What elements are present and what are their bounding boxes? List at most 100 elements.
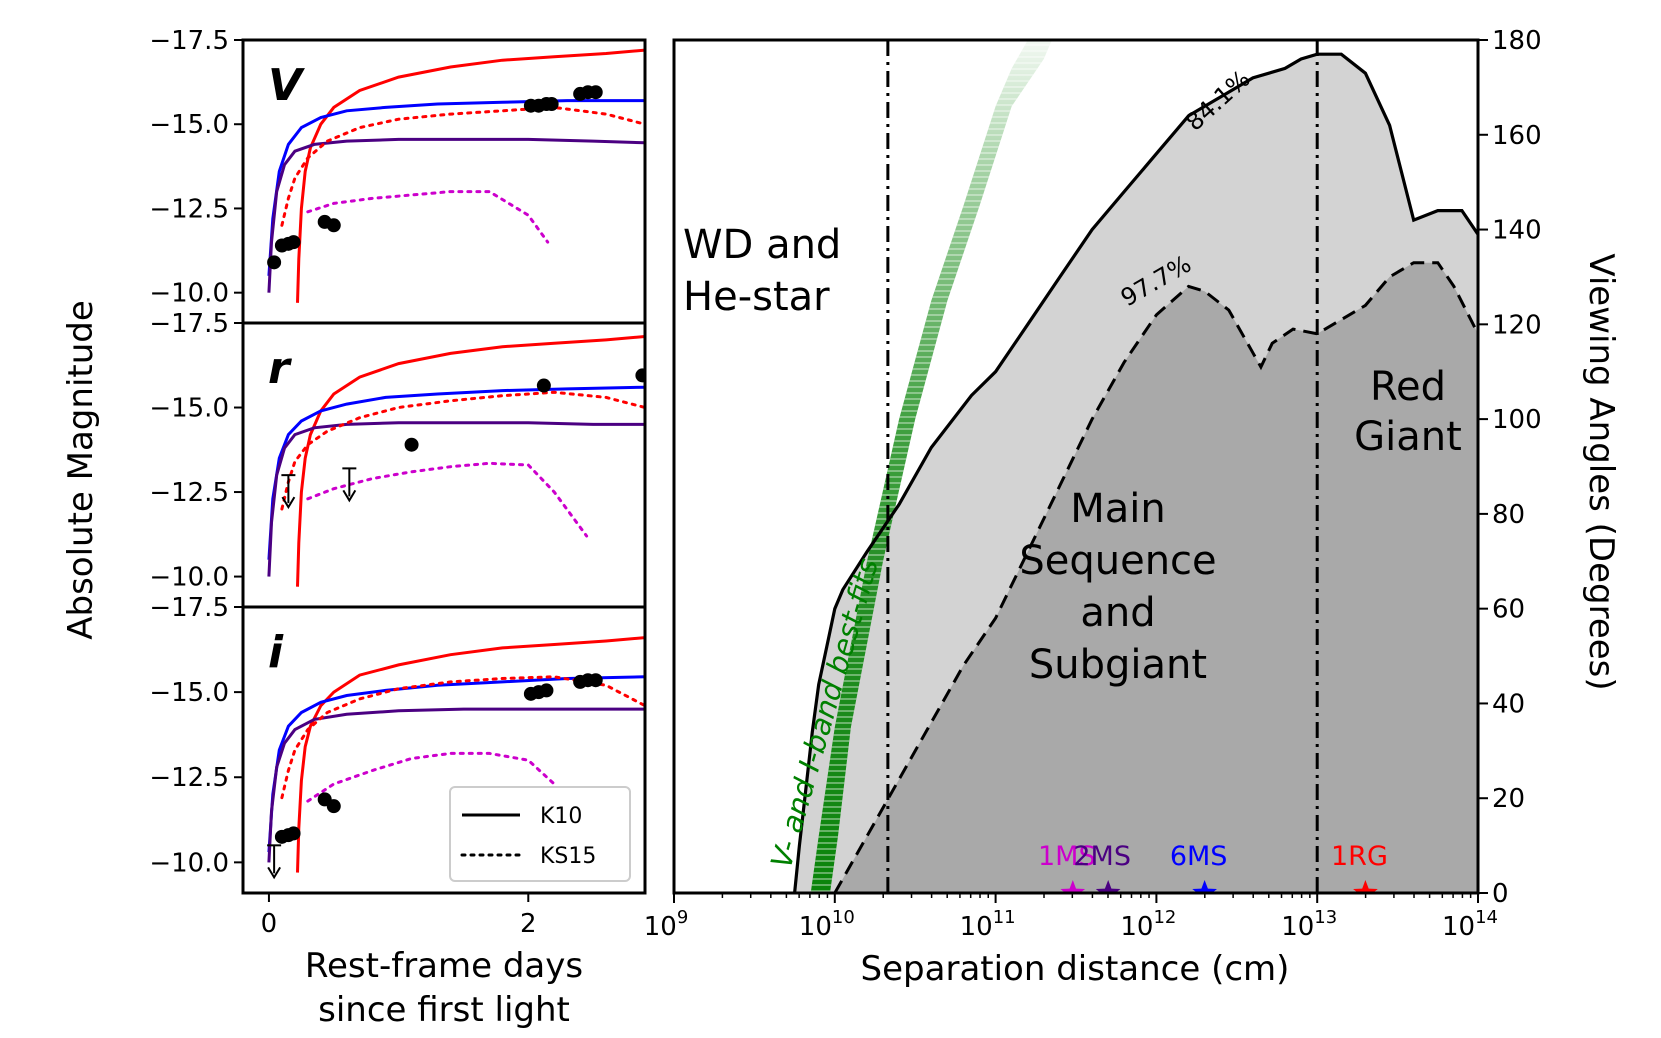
series-k10-purple (267, 707, 645, 863)
left-x-axis-label-line1: Rest-frame days (305, 946, 583, 986)
series-ks15-magenta (306, 461, 589, 538)
data-point (326, 799, 341, 814)
region-label: Giant (1354, 414, 1462, 460)
series-k10-purple (267, 137, 645, 293)
right-plot-area (793, 40, 1478, 893)
data-point (267, 255, 282, 270)
series-ks15-red (280, 105, 645, 227)
data-point (539, 683, 554, 698)
panel-r: −17.5 −15.0 −12.5 −10.0 r (149, 309, 647, 609)
y-tick-label: 180 (1492, 26, 1542, 56)
y-tick-label: −17.5 (149, 309, 229, 339)
right-x-axis-label: Separation distance (cm) (861, 949, 1290, 989)
y-tick-label: 40 (1492, 689, 1525, 719)
contour-84-line (793, 52, 1478, 893)
marker-star-1ms (1060, 880, 1086, 893)
y-tick-label: −12.5 (149, 763, 229, 793)
upper-limit-arrow (342, 489, 357, 503)
y-tick-label: 100 (1492, 405, 1542, 435)
y-tick-label: −12.5 (149, 194, 229, 224)
data-point (588, 85, 603, 100)
x-tick-label: 0 (261, 909, 278, 939)
data-point (286, 235, 301, 250)
panel-plot-area (267, 335, 645, 587)
left-y-axis-label: Absolute Magnitude (61, 300, 101, 640)
x-tick-label: 2 (520, 909, 537, 939)
marker-star-6ms (1192, 880, 1217, 893)
marker-star-1rg (1353, 880, 1378, 893)
y-tick-label: −12.5 (149, 478, 229, 508)
marker-label-1ms: 1MS (1038, 841, 1096, 872)
upper-limit-arrow (281, 496, 296, 510)
y-tick-label: −15.0 (149, 110, 229, 140)
data-point (588, 673, 603, 688)
band-label-V: V (268, 60, 305, 111)
x-tick-label: 1012 (1120, 907, 1176, 942)
legend-box (449, 786, 631, 882)
data-point (635, 368, 645, 383)
panel-plot-area (267, 48, 645, 303)
y-tick-label: −10.0 (149, 848, 229, 878)
x-tick-label: 1013 (1281, 907, 1337, 942)
upper-limit-arrow (267, 866, 281, 880)
series-k10-purple (267, 421, 645, 577)
panel-V: −17.5 −15.0 −12.5 −10.0 V (149, 26, 647, 325)
y-tick-label: 80 (1492, 500, 1525, 530)
data-point (326, 218, 341, 233)
series-k10-red (296, 335, 645, 587)
x-tick-label: 1010 (799, 907, 855, 942)
series-ks15-magenta (306, 751, 589, 837)
series-ks15-red (280, 675, 645, 800)
y-tick-label: −17.5 (149, 26, 229, 56)
best-fit-band-hatch (810, 40, 1052, 893)
region-label: Subgiant (1029, 642, 1207, 688)
y-tick-label: −15.0 (149, 394, 229, 424)
right-y-axis-label: Viewing Angles (Degrees) (1581, 253, 1621, 690)
marker-label-2ms: 2MS (1073, 841, 1131, 872)
y-tick-label: 140 (1492, 216, 1542, 246)
legend: K10 KS15 (449, 786, 631, 882)
right-frame (672, 38, 1480, 895)
legend-label-ks15: KS15 (540, 844, 596, 869)
y-tick-label: −15.0 (149, 678, 229, 708)
x-tick-label: 1011 (960, 907, 1016, 942)
band-label-r: r (268, 343, 292, 394)
data-point (286, 826, 301, 841)
region-label: Main (1070, 486, 1166, 532)
y-tick-label: 60 (1492, 595, 1525, 625)
panel-i: −17.5 −15.0 −12.5 −10.0 i 0 2 K10 KS15 (149, 593, 647, 939)
legend-label-k10: K10 (540, 804, 582, 829)
x-tick-label: 1014 (1442, 907, 1498, 942)
marker-label-6ms: 6MS (1170, 841, 1228, 872)
marker-label-1rg: 1RG (1331, 841, 1388, 872)
data-point (544, 97, 559, 112)
y-tick-label: 120 (1492, 310, 1542, 340)
y-tick-label: −10.0 (149, 563, 229, 593)
panel-frame (241, 605, 647, 895)
region-label: He-star (683, 274, 830, 320)
y-tick-label: 160 (1492, 121, 1542, 151)
x-tick-label: 109 (644, 907, 689, 942)
region-label: Red (1370, 364, 1446, 410)
contour-97-line (833, 261, 1478, 893)
series-k10-blue (267, 99, 645, 276)
y-tick-label: −10.0 (149, 279, 229, 309)
series-ks15-magenta (306, 190, 550, 244)
region-label: Sequence (1019, 538, 1216, 584)
light-curve-panels: −17.5 −15.0 −12.5 −10.0 V −17.5 −15.0 −12.5 −10.… (149, 26, 647, 939)
marker-star-2ms (1095, 880, 1121, 893)
panel-plot-area (267, 636, 645, 880)
series-k10-blue (267, 385, 645, 560)
series-k10-blue (267, 675, 645, 853)
region-label: and (1080, 590, 1155, 636)
data-point (404, 437, 419, 452)
series-k10-red (296, 48, 645, 303)
y-tick-label: 20 (1492, 784, 1525, 814)
band-label-i: i (268, 627, 284, 678)
series-k10-red (296, 636, 645, 873)
data-point (536, 378, 551, 393)
series-ks15-red (280, 390, 645, 511)
y-tick-label: −17.5 (149, 593, 229, 623)
